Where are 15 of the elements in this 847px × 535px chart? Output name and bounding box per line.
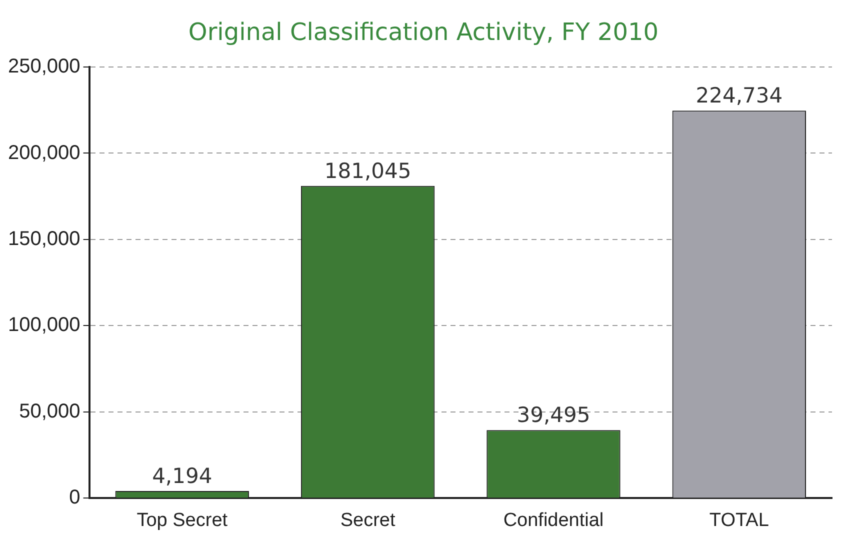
data-label: 4,194 <box>152 464 212 488</box>
x-tick-label: Secret <box>340 510 396 531</box>
x-tick-label: TOTAL <box>709 510 769 531</box>
y-tick-label: 0 <box>69 486 80 509</box>
chart-title: Original Classification Activity, FY 2010 <box>187 18 660 48</box>
x-tick-label: Top Secret <box>136 510 228 531</box>
y-tick-label: 100,000 <box>8 314 80 336</box>
data-label: 39,495 <box>516 403 590 428</box>
y-tick-label: 150,000 <box>8 228 80 250</box>
y-tick-label: 50,000 <box>19 400 80 422</box>
y-tick-label: 200,000 <box>8 142 80 164</box>
y-tick-label: 250,000 <box>8 56 80 78</box>
data-label: 224,734 <box>696 84 783 108</box>
data-label: 181,045 <box>324 158 412 183</box>
x-tick-label: Confidential <box>503 510 604 531</box>
